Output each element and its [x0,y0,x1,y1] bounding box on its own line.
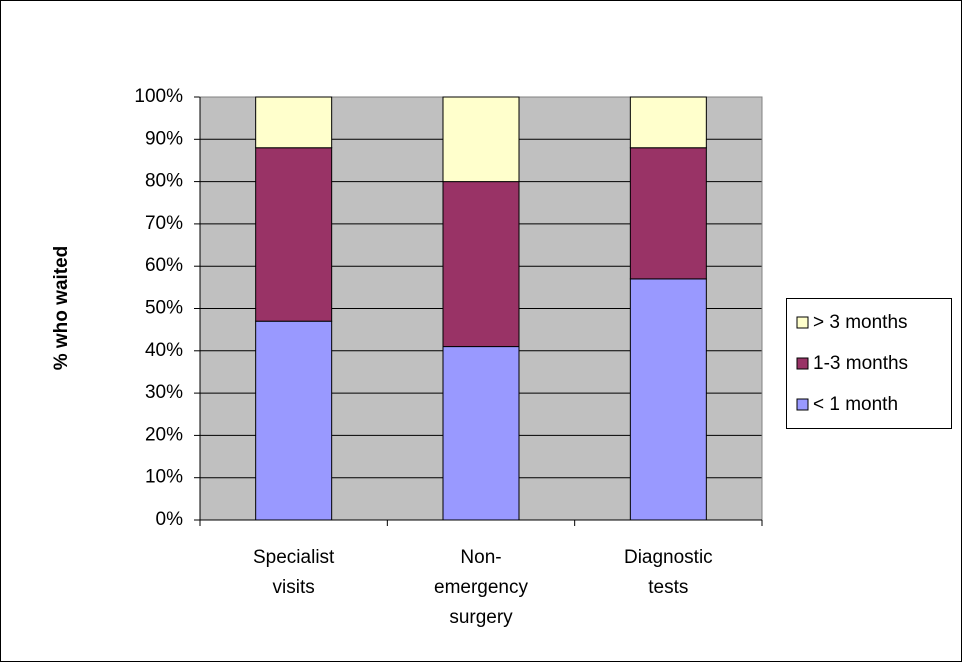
y-tick-label: 80% [145,171,183,192]
x-tick-label: Diagnostic tests [624,547,713,598]
bar-segment [442,96,520,183]
y-tick-label: 50% [145,298,183,319]
bar-segment [442,181,520,348]
x-tick-label: Non-emergency surgery [434,547,528,628]
bar-segment [629,96,707,149]
bar-segment [442,346,520,521]
y-axis-label: % who waited [51,246,72,371]
legend-swatch [796,398,809,411]
bar-segment [255,147,333,322]
y-tick-label: 100% [134,86,183,107]
legend-swatch [796,316,809,329]
x-tick-label: Specialist visits [253,547,335,598]
legend-label: > 3 months [813,312,908,333]
bar-segment [255,320,333,521]
y-tick-label: 30% [145,382,183,403]
legend-swatch [796,357,809,370]
y-tick-label: 90% [145,128,183,149]
y-tick-label: 0% [156,509,184,530]
y-tick-label: 10% [145,467,183,488]
y-tick-label: 20% [145,424,183,445]
bar-segment [629,147,707,280]
y-tick-label: 70% [145,213,183,234]
y-tick-label: 60% [145,255,183,276]
bar-segment [629,278,707,521]
bar-segment [255,96,333,149]
legend-label: 1-3 months [813,353,908,374]
legend-box [786,298,952,429]
y-tick-label: 40% [145,340,183,361]
legend-label: < 1 month [813,394,898,415]
